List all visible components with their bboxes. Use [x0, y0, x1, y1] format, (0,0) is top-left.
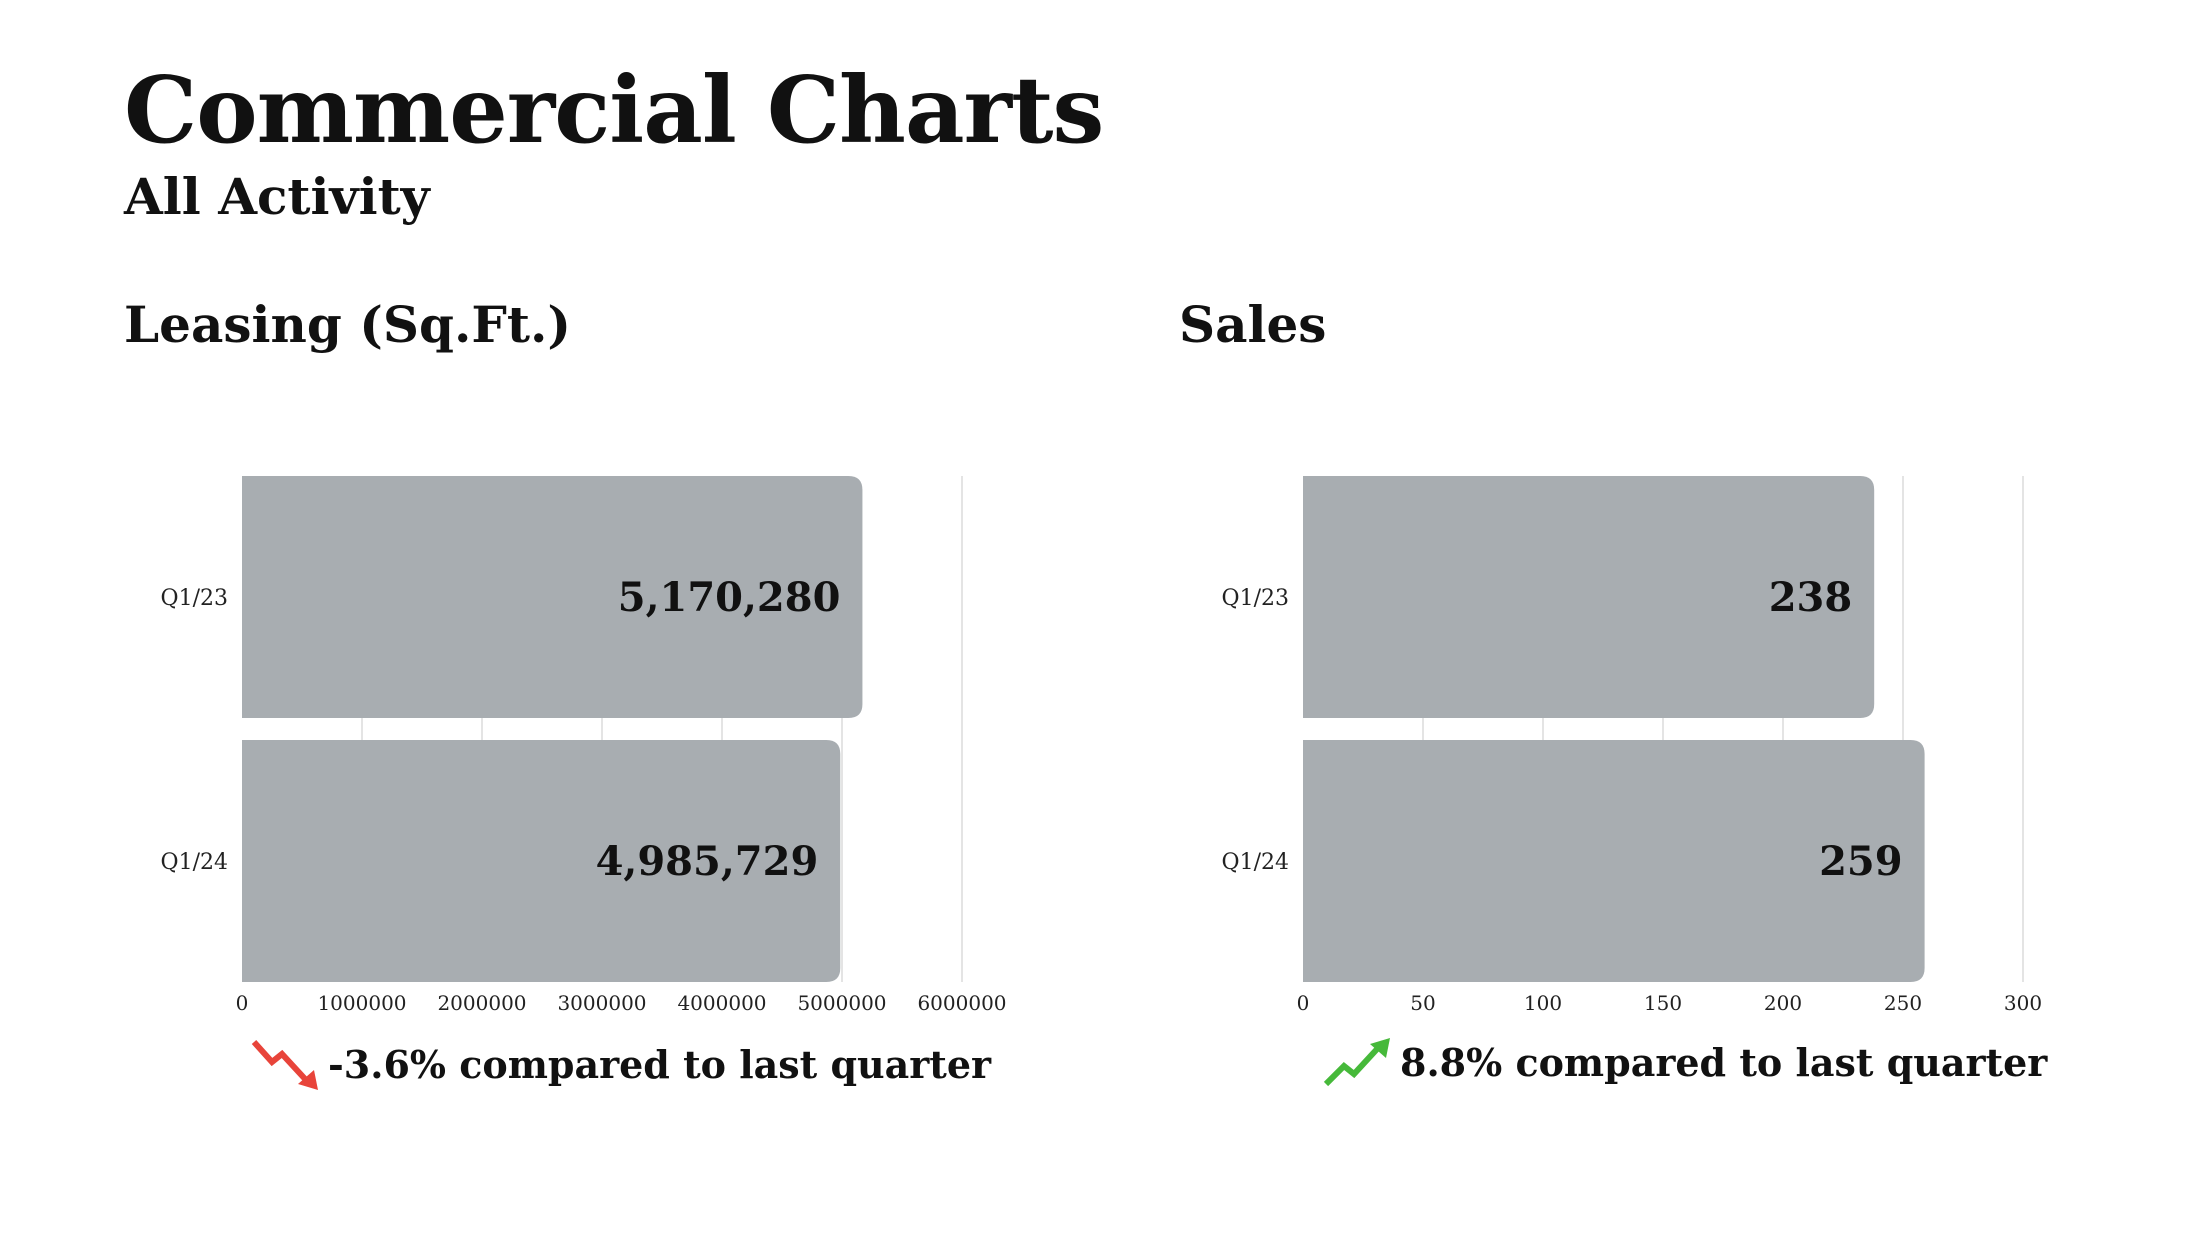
leasing-category-label: Q1/23	[161, 586, 228, 611]
trend-down-arrow-icon	[251, 1039, 318, 1090]
leasing-category-label: Q1/24	[161, 850, 228, 875]
leasing-value-label: 4,985,729	[596, 838, 819, 885]
sales-change-indicator: 8.8% compared to last quarter	[1322, 1034, 2047, 1090]
sales-value-label: 238	[1769, 574, 1853, 621]
leasing-tick-label: 1000000	[317, 991, 406, 1015]
leasing-bar	[242, 740, 841, 982]
sales-bar	[1303, 476, 1875, 718]
page-title: Commercial Charts	[124, 56, 1104, 164]
sales-change-text: 8.8% compared to last quarter	[1400, 1039, 2048, 1085]
sales-tick-label: 300	[2004, 991, 2042, 1015]
sales-tick-label: 250	[1884, 991, 1922, 1015]
sales-tick-label: 100	[1524, 991, 1562, 1015]
leasing-tick-label: 2000000	[437, 991, 526, 1015]
leasing-bar-chart: Q1/23 5,170,280 Q1/24 4,985,729 0 1000000 2000…	[161, 476, 1007, 1015]
sales-tick-label: 150	[1644, 991, 1682, 1015]
leasing-tick-label: 5000000	[797, 991, 886, 1015]
leasing-tick-label: 4000000	[677, 991, 766, 1015]
sales-tick-label: 50	[1410, 991, 1435, 1015]
sales-category-label: Q1/24	[1222, 850, 1289, 875]
leasing-change-text: -3.6% compared to last quarter	[328, 1041, 992, 1087]
leasing-change-indicator: -3.6% compared to last quarter	[250, 1036, 991, 1092]
sales-bar	[1303, 740, 1925, 982]
leasing-tick-label: 6000000	[917, 991, 1006, 1015]
leasing-value-label: 5,170,280	[618, 574, 841, 621]
leasing-chart-title: Leasing (Sq.Ft.)	[124, 295, 572, 354]
trend-up-arrow-icon	[1323, 1038, 1390, 1087]
leasing-tick-label: 0	[236, 991, 249, 1015]
sales-category-label: Q1/23	[1222, 586, 1289, 611]
page-subtitle: All Activity	[124, 167, 430, 226]
sales-chart-title: Sales	[1179, 295, 1327, 354]
leasing-bar	[242, 476, 863, 718]
leasing-tick-label: 3000000	[557, 991, 646, 1015]
sales-value-label: 259	[1819, 838, 1903, 885]
sales-tick-label: 0	[1297, 991, 1310, 1015]
sales-tick-label: 200	[1764, 991, 1802, 1015]
